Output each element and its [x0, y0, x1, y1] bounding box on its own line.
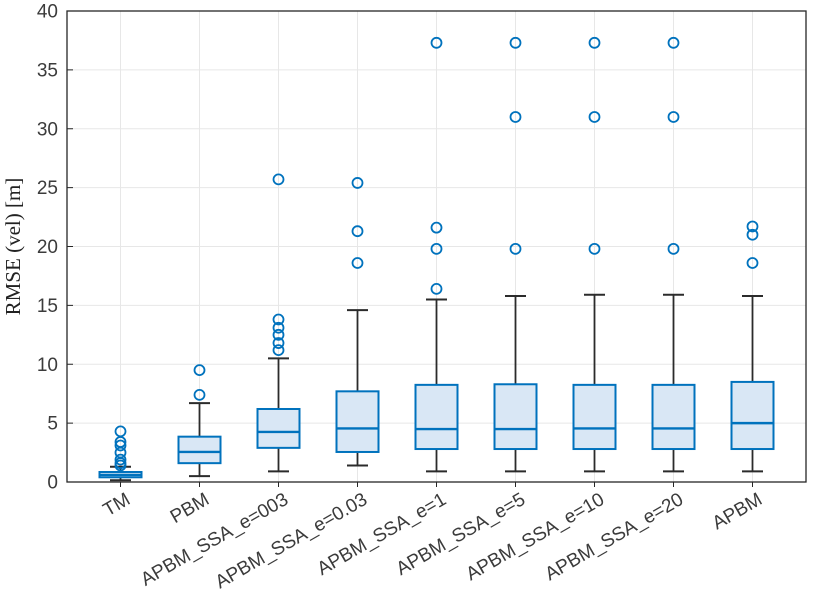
y-tick-label: 0 — [47, 473, 58, 494]
outlier-marker — [667, 36, 680, 49]
iqr-box — [493, 383, 538, 451]
outlier-marker — [588, 111, 601, 123]
outlier-marker — [114, 439, 127, 452]
outlier-marker — [351, 225, 364, 238]
outlier-marker — [588, 242, 601, 255]
iqr-box — [651, 383, 696, 451]
outlier-marker — [588, 36, 601, 49]
iqr-box — [414, 383, 459, 451]
iqr-box — [177, 435, 222, 465]
outlier-marker — [509, 36, 522, 49]
outlier-marker — [430, 36, 443, 49]
y-tick-label: 5 — [47, 414, 58, 435]
outlier-marker — [667, 242, 680, 255]
iqr-box — [572, 383, 617, 451]
outlier-marker — [272, 173, 285, 186]
outlier-marker — [193, 388, 206, 401]
outlier-marker — [114, 453, 127, 466]
outlier-marker — [272, 328, 285, 341]
outlier-marker — [430, 242, 443, 255]
outlier-marker — [351, 177, 364, 189]
y-tick-label: 35 — [37, 60, 58, 81]
y-tick-label: 40 — [37, 2, 58, 23]
outlier-marker — [272, 321, 285, 334]
y-tick-label: 10 — [37, 355, 58, 376]
outlier-marker — [114, 425, 127, 438]
outlier-marker — [667, 111, 680, 123]
outlier-marker — [272, 344, 285, 357]
outlier-marker — [430, 221, 443, 234]
outlier-marker — [746, 220, 759, 233]
y-tick-label: 25 — [37, 178, 58, 199]
outlier-marker — [272, 337, 285, 349]
iqr-box — [730, 380, 775, 451]
y-tick-label: 20 — [37, 237, 58, 258]
y-tick-label: 30 — [37, 119, 58, 140]
iqr-box — [335, 390, 380, 453]
outlier-marker — [351, 257, 364, 269]
outlier-marker — [746, 228, 759, 241]
outlier-marker — [430, 282, 443, 295]
y-axis-label: RMSE (vel) [m] — [1, 178, 25, 316]
y-tick-label: 15 — [37, 296, 58, 317]
outlier-marker — [509, 242, 522, 255]
outlier-marker — [509, 111, 522, 123]
outlier-marker — [272, 313, 285, 326]
iqr-box — [256, 407, 301, 449]
outlier-marker — [746, 257, 759, 269]
outlier-marker — [193, 364, 206, 377]
